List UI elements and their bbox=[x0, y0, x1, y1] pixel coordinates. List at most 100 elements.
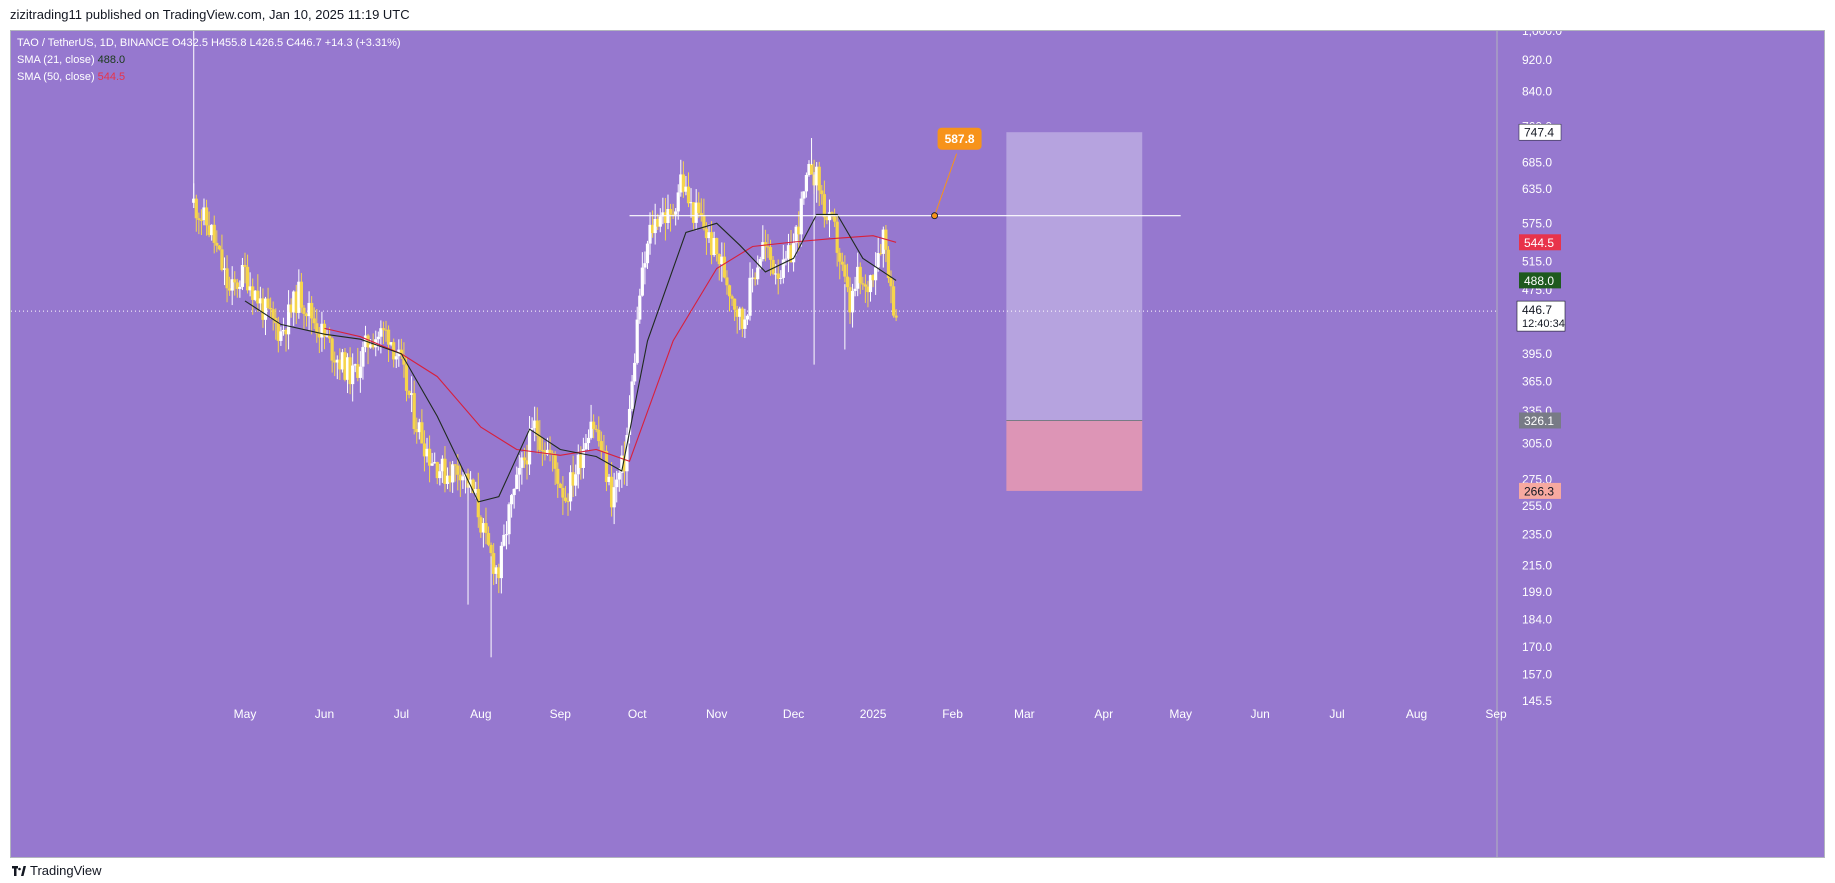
candle bbox=[204, 199, 209, 236]
candle bbox=[748, 262, 752, 321]
candle bbox=[515, 466, 519, 490]
candle bbox=[699, 198, 703, 222]
tradingview-brand[interactable]: TradingView bbox=[30, 863, 102, 878]
candle bbox=[858, 262, 862, 295]
candle bbox=[620, 445, 624, 488]
candle bbox=[258, 286, 262, 312]
y-tick-label: 365.0 bbox=[1522, 374, 1552, 388]
candle bbox=[658, 208, 662, 233]
candle bbox=[730, 294, 734, 306]
candle bbox=[389, 342, 393, 347]
candle bbox=[263, 296, 268, 336]
candle bbox=[438, 463, 442, 486]
sma50-label: SMA (50, close) bbox=[17, 71, 95, 83]
candle bbox=[635, 306, 639, 365]
y-tick-label: 157.0 bbox=[1522, 668, 1552, 682]
candle bbox=[430, 452, 434, 466]
candle bbox=[727, 284, 732, 312]
candle bbox=[750, 268, 755, 293]
candle bbox=[361, 341, 365, 380]
y-tick-label: 215.0 bbox=[1522, 558, 1552, 572]
candle bbox=[410, 376, 414, 413]
candle bbox=[556, 462, 560, 498]
tradingview-logo-icon bbox=[12, 866, 26, 876]
candle bbox=[343, 348, 347, 382]
candle bbox=[266, 287, 270, 310]
candle bbox=[335, 355, 339, 380]
sma21-line bbox=[244, 213, 897, 503]
y-tick-label: 255.0 bbox=[1522, 499, 1552, 513]
candle bbox=[822, 180, 826, 228]
candle bbox=[407, 390, 411, 399]
publish-header: zizitrading11 published on TradingView.c… bbox=[0, 0, 1835, 30]
candles bbox=[192, 152, 898, 594]
candle bbox=[615, 470, 619, 503]
symbol-line[interactable]: TAO / TetherUS, 1D, BINANCE O432.5 H455.… bbox=[17, 37, 401, 49]
candle bbox=[497, 563, 501, 594]
candle bbox=[540, 438, 544, 466]
candle bbox=[681, 161, 685, 198]
candle bbox=[320, 311, 324, 352]
candle bbox=[381, 321, 386, 345]
candle bbox=[443, 446, 447, 493]
candle bbox=[707, 224, 711, 243]
candle bbox=[656, 213, 660, 231]
candle bbox=[876, 237, 880, 272]
callout-label: 587.8 bbox=[945, 132, 975, 146]
candle bbox=[761, 225, 765, 262]
price-badge bbox=[1519, 234, 1561, 251]
candle bbox=[592, 414, 596, 439]
candle bbox=[251, 278, 255, 315]
candle bbox=[561, 476, 565, 516]
candle bbox=[371, 333, 375, 350]
y-tick-label: 840.0 bbox=[1522, 85, 1552, 99]
candle bbox=[886, 246, 891, 283]
x-tick-label: Jul bbox=[394, 707, 409, 721]
candle bbox=[415, 417, 419, 444]
candle bbox=[486, 526, 491, 547]
candle bbox=[510, 493, 514, 518]
y-tick-label: 305.0 bbox=[1522, 437, 1552, 451]
candle bbox=[789, 229, 793, 263]
sma21-legend[interactable]: SMA (21, close) 488.0 bbox=[17, 52, 401, 69]
sma50-legend[interactable]: SMA (50, close) 544.5 bbox=[17, 69, 401, 86]
candle bbox=[753, 272, 757, 286]
candle bbox=[622, 441, 627, 485]
candle bbox=[874, 252, 878, 295]
candle bbox=[502, 524, 506, 547]
candle bbox=[245, 254, 250, 294]
candle bbox=[468, 471, 473, 494]
candle bbox=[633, 353, 637, 385]
candle bbox=[725, 270, 729, 295]
candle bbox=[412, 380, 416, 435]
candle bbox=[197, 212, 201, 235]
candle bbox=[207, 211, 211, 238]
candle bbox=[651, 210, 655, 238]
candle bbox=[453, 464, 457, 482]
candle bbox=[302, 305, 306, 330]
chart-frame[interactable]: 587.81,000.0920.0840.0760.0685.0635.0575… bbox=[10, 30, 1825, 858]
candle bbox=[230, 266, 234, 306]
candle bbox=[494, 565, 498, 584]
x-tick-label: May bbox=[234, 707, 257, 721]
candle bbox=[535, 407, 539, 454]
candle bbox=[838, 247, 842, 280]
callout-anchor bbox=[931, 212, 938, 220]
candle bbox=[881, 226, 885, 268]
candle bbox=[756, 255, 760, 285]
candle bbox=[399, 338, 403, 360]
x-tick-label: Sep bbox=[1485, 707, 1507, 721]
x-tick-label: Nov bbox=[706, 707, 727, 721]
candle bbox=[440, 455, 444, 483]
candle bbox=[261, 288, 265, 328]
candle bbox=[330, 337, 334, 373]
price-badge bbox=[1518, 123, 1562, 141]
candle bbox=[256, 274, 260, 312]
candle bbox=[481, 518, 486, 548]
candle bbox=[425, 437, 429, 463]
candle bbox=[451, 460, 455, 493]
candle bbox=[856, 252, 860, 297]
candle bbox=[866, 280, 870, 308]
y-tick-label: 395.0 bbox=[1522, 347, 1552, 361]
price-chart[interactable]: 587.81,000.0920.0840.0760.0685.0635.0575… bbox=[11, 31, 1825, 858]
